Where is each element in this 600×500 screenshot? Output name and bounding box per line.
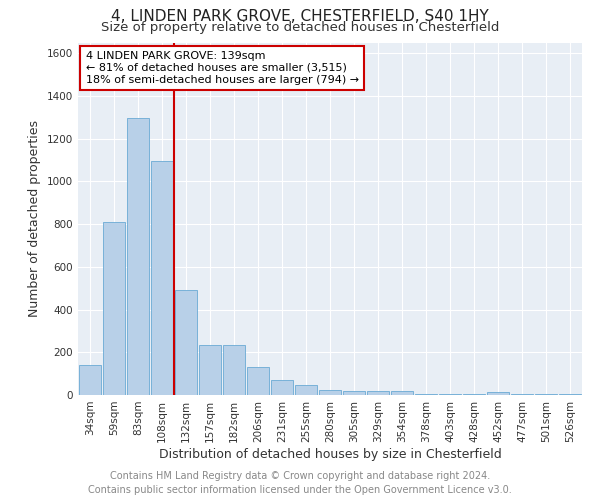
- Bar: [439, 394, 461, 395]
- Bar: [367, 391, 389, 395]
- Bar: [151, 161, 173, 395]
- Text: 4 LINDEN PARK GROVE: 139sqm
← 81% of detached houses are smaller (3,515)
18% of : 4 LINDEN PARK GROVE: 139sqm ← 81% of det…: [86, 52, 359, 84]
- Bar: [559, 394, 581, 395]
- Text: Contains HM Land Registry data © Crown copyright and database right 2024.
Contai: Contains HM Land Registry data © Crown c…: [88, 471, 512, 495]
- Bar: [175, 290, 197, 395]
- Bar: [199, 345, 221, 395]
- Bar: [79, 365, 101, 395]
- Bar: [463, 394, 485, 395]
- Bar: [103, 222, 125, 395]
- Bar: [247, 367, 269, 395]
- Y-axis label: Number of detached properties: Number of detached properties: [28, 120, 41, 318]
- Bar: [295, 384, 317, 395]
- Bar: [319, 390, 341, 395]
- Bar: [535, 394, 557, 395]
- Text: 4, LINDEN PARK GROVE, CHESTERFIELD, S40 1HY: 4, LINDEN PARK GROVE, CHESTERFIELD, S40 …: [111, 9, 489, 24]
- Bar: [415, 394, 437, 395]
- Bar: [343, 391, 365, 395]
- Bar: [271, 380, 293, 395]
- Bar: [391, 391, 413, 395]
- Text: Size of property relative to detached houses in Chesterfield: Size of property relative to detached ho…: [101, 21, 499, 34]
- Bar: [487, 392, 509, 395]
- X-axis label: Distribution of detached houses by size in Chesterfield: Distribution of detached houses by size …: [158, 448, 502, 460]
- Bar: [127, 118, 149, 395]
- Bar: [223, 345, 245, 395]
- Bar: [511, 394, 533, 395]
